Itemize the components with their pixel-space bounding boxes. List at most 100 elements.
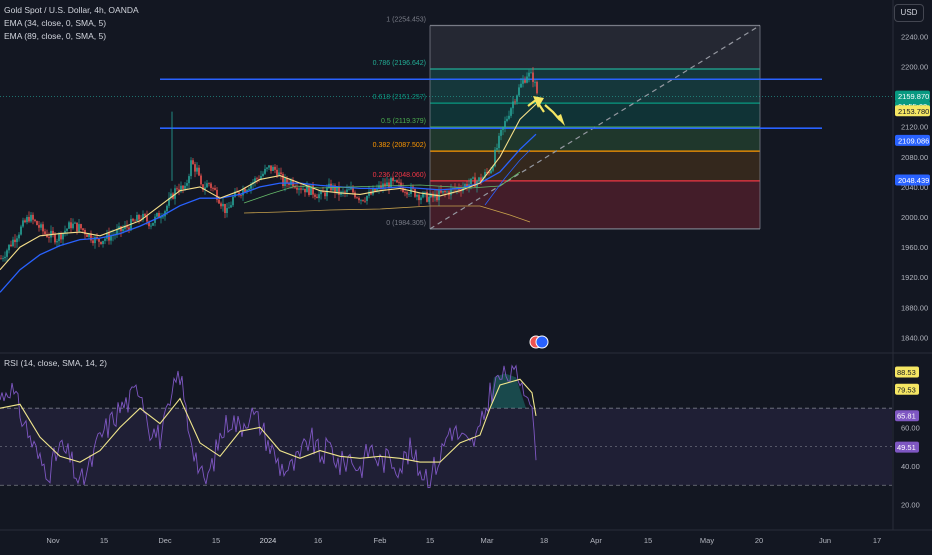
rsi-line [0, 364, 537, 489]
candle-body [92, 240, 94, 244]
rsi-ma-line [0, 378, 537, 463]
candle-body [420, 197, 422, 201]
time-tick-label: 2024 [260, 536, 277, 545]
candle-body [312, 185, 314, 195]
flag-icon[interactable] [535, 335, 549, 349]
candle-body [450, 188, 452, 196]
candle-body [0, 258, 2, 260]
candle-body [28, 216, 30, 222]
candle-body [330, 183, 332, 191]
rsi-value-tag [895, 366, 919, 378]
candle-body [246, 189, 248, 192]
candle-body [232, 196, 234, 206]
candle-body [480, 177, 482, 182]
line-price-tag [895, 174, 930, 186]
candle-body [404, 191, 406, 193]
candle-body [318, 194, 320, 199]
candle-body [286, 178, 288, 183]
candle-body [152, 222, 154, 226]
horizontal-lines-group [0, 78, 892, 129]
candle-body [294, 186, 296, 188]
candle-body [228, 207, 230, 209]
rsi-pane-group: RSI (14, close, SMA, 14, 2) 20.00 40.00 60.… [0, 358, 920, 510]
candle-body [234, 191, 236, 197]
price-tick-label: 2240.00 [901, 32, 928, 41]
candle-body [306, 185, 308, 193]
candle-body [104, 238, 106, 241]
candle-body [218, 199, 220, 204]
rsi-tick-label: 40.00 [901, 462, 920, 471]
candle-body [352, 187, 354, 193]
candle-body [472, 177, 474, 179]
candle-body [54, 233, 56, 243]
candle-body [22, 220, 24, 227]
candle-body [176, 188, 178, 190]
trend-line-group [429, 24, 761, 230]
last-price-tag [895, 90, 930, 102]
candle-body [262, 173, 264, 177]
candle-body [274, 166, 276, 170]
candle-body [510, 108, 512, 116]
candle-body [266, 167, 268, 169]
candle-body [204, 187, 206, 190]
candle-body [26, 216, 28, 223]
candle-body [346, 189, 348, 193]
candle-body [534, 81, 536, 83]
candle-body [522, 80, 524, 84]
candle-body [44, 231, 46, 235]
candle-body [446, 191, 448, 193]
candle-body [416, 194, 418, 197]
time-tick-label: Dec [158, 536, 172, 545]
candle-body [362, 199, 364, 201]
fib-trend-line [429, 24, 761, 230]
candle-body [334, 185, 336, 193]
rsi-value-tag-text: 49.51 [897, 443, 916, 452]
time-tick-label: 20 [755, 536, 763, 545]
ema89-price-tag [895, 134, 930, 146]
candle-body [254, 178, 256, 183]
price-tick-label: 2120.00 [901, 123, 928, 132]
fib-zone [430, 68, 760, 104]
candle-body [430, 193, 432, 197]
ema34-line [0, 103, 537, 271]
rsi-value-tag [895, 410, 919, 422]
candle-body [188, 176, 190, 184]
candle-body [168, 197, 170, 206]
candle-body [424, 191, 426, 193]
candle-body [24, 220, 26, 223]
fib-level-label: 0.382 (2087.502) [373, 142, 426, 149]
candle-body [244, 188, 246, 192]
fib-zone [430, 25, 760, 69]
candle-body [120, 226, 122, 232]
candle-body [200, 175, 202, 185]
candle-body [18, 234, 20, 239]
price-tick-label: 2040.00 [901, 183, 928, 192]
currency-button[interactable]: USD [894, 4, 924, 22]
channel-line-upper [243, 171, 521, 204]
time-tick-label: Jun [819, 536, 831, 545]
fib-level-label: 0.786 (2196.642) [373, 60, 426, 67]
ema89-price-tag-text: 2109.086 [898, 136, 929, 145]
candle-body [270, 165, 272, 171]
candle-body [396, 180, 398, 183]
candle-body [138, 215, 140, 220]
rsi-value-tag [895, 383, 919, 395]
candle-body [308, 185, 310, 195]
candle-body [40, 224, 42, 228]
fib-zone [430, 103, 760, 128]
candle-body [70, 222, 72, 229]
candle-body [34, 219, 36, 222]
candle-body [74, 222, 76, 224]
candle-body [98, 238, 100, 242]
price-tick-label: 1960.00 [901, 243, 928, 252]
candle-body [2, 258, 4, 259]
candle-body [86, 234, 88, 237]
candle-body [500, 129, 502, 136]
candle-body [310, 185, 312, 195]
candle-body [342, 191, 344, 193]
candle-body [144, 213, 146, 216]
candle-body [198, 167, 200, 176]
candle-body [220, 203, 222, 207]
